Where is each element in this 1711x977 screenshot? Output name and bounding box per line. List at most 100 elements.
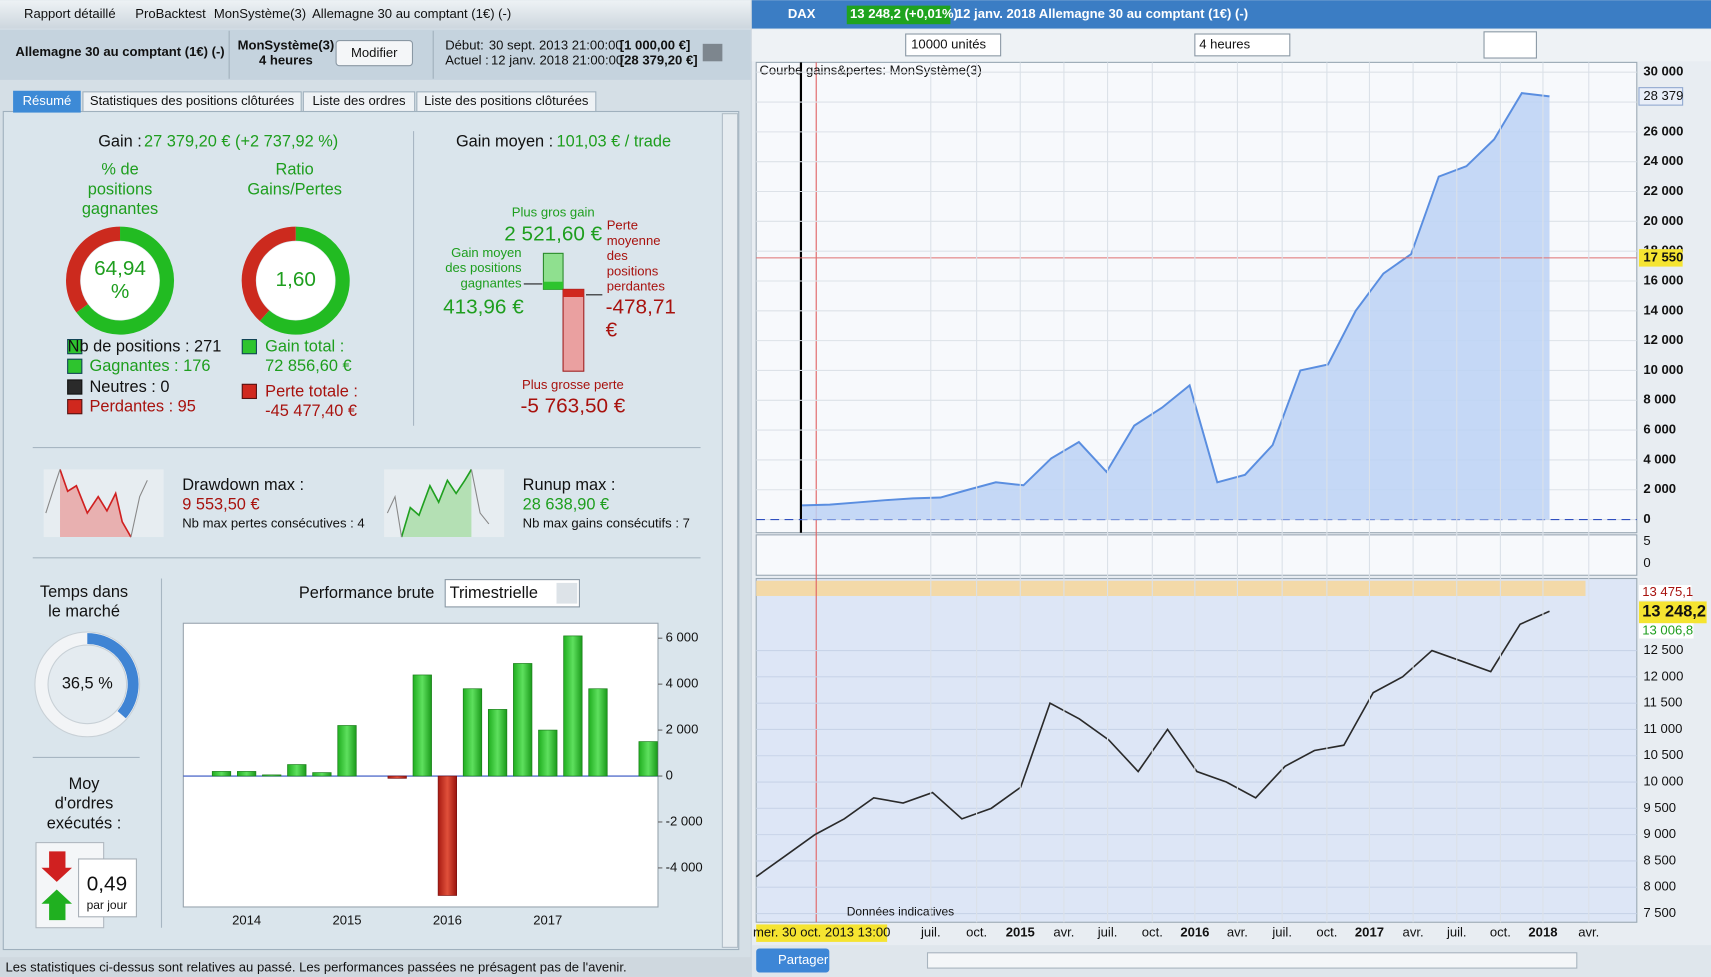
label: 27 379,20 € (+2 737,92 %) [144, 132, 338, 150]
timeframe-dropdown[interactable] [1194, 33, 1291, 57]
y-tick-label: 7 500 [1643, 905, 1676, 920]
window-tab: Allemagne 30 au comptant (1€) (-) [312, 6, 511, 21]
level-label: 17 550 [1643, 249, 1683, 264]
button-label: Modifier [351, 45, 398, 60]
y-tick-label: -4 000 [666, 859, 703, 874]
x-tick-label: 2017 [1355, 925, 1384, 940]
bar [462, 688, 483, 777]
drawdown-sparkline [43, 469, 164, 538]
print-icon[interactable] [702, 43, 723, 62]
label: Runup max : [523, 476, 616, 494]
label: Plus gros gain [512, 204, 595, 219]
y-tick-label: 26 000 [1643, 123, 1683, 138]
y-tick-label: 10 500 [1643, 747, 1683, 762]
y-tick-label: 6 000 [666, 630, 699, 645]
y-tick-label: 4 000 [666, 676, 699, 691]
y-tick-label: -2 000 [666, 813, 703, 828]
bar [487, 709, 508, 777]
bar [312, 772, 332, 777]
label: Perte totale : [265, 382, 358, 400]
runup-sparkline [384, 468, 505, 538]
tab-label: Résumé [23, 93, 72, 108]
tab[interactable] [82, 91, 302, 113]
label: des positions [445, 260, 522, 275]
dropdown-label: Trimestrielle [450, 584, 538, 602]
tab[interactable] [302, 91, 416, 113]
legend-swatch [67, 379, 83, 395]
bar [588, 688, 608, 777]
price-panel [755, 577, 1638, 923]
time-scrollbar[interactable] [926, 952, 1578, 969]
dropdown-button[interactable] [556, 582, 578, 604]
scrollbar[interactable] [721, 113, 739, 948]
label: 36,5 % [62, 675, 113, 693]
quantity-dropdown[interactable] [905, 33, 1002, 57]
donut-bg [256, 241, 335, 320]
share-button[interactable] [756, 948, 830, 973]
label: Actuel : [445, 53, 489, 68]
last-label: 28 379 [1643, 88, 1683, 103]
label: Allemagne 30 au comptant (1€) (-) [15, 44, 224, 59]
x-tick-label: avr. [1227, 925, 1248, 940]
avg-loss-marker [563, 289, 584, 297]
date-tag [756, 924, 888, 942]
bar [237, 771, 257, 777]
low-label: 13 006,8 [1642, 622, 1693, 637]
x-tick-label: juil. [1097, 925, 1118, 940]
label: moyenne [607, 233, 661, 248]
info-strip [756, 580, 1586, 596]
label: positions [88, 180, 153, 198]
x-tick-label: 2016 [1180, 925, 1209, 940]
label: Début: [445, 37, 484, 52]
label: 12 janv. 2018 Allemagne 30 au comptant (… [956, 6, 1248, 21]
bar [387, 775, 407, 779]
y-tick-label: 0 [666, 767, 673, 782]
x-tick-label: juil. [1271, 925, 1292, 940]
y-tick-label: 5 [1643, 533, 1650, 548]
buy-arrow [41, 889, 73, 921]
label: 30 sept. 2013 21:00:00 [489, 37, 623, 52]
label: 28 638,90 € [523, 496, 609, 514]
label: 0,49 [87, 873, 127, 896]
level-tag [1638, 249, 1683, 267]
tab[interactable] [416, 91, 597, 113]
label: 2 521,60 € [504, 222, 602, 245]
legend-swatch [241, 339, 257, 355]
bar [337, 725, 357, 777]
indicator-button[interactable] [1483, 31, 1537, 59]
y-tick-label: 6 000 [1643, 422, 1676, 437]
label: MonSystème(3) [238, 37, 335, 52]
label: Moy [69, 775, 101, 793]
tab-active[interactable] [13, 90, 81, 113]
source: Données indicatives [847, 905, 954, 919]
label: -5 763,50 € [520, 395, 625, 418]
label: 72 856,60 € [265, 357, 351, 375]
y-tick-label: 8 500 [1643, 852, 1676, 867]
x-tick-label: avr. [1053, 925, 1074, 940]
label: [1 000,00 €] [620, 37, 691, 52]
label: -45 477,40 € [265, 402, 357, 420]
y-tick-label: 14 000 [1643, 302, 1683, 317]
bar [513, 663, 533, 777]
y-tick-label: 12 000 [1643, 332, 1683, 347]
label: exécutés : [47, 814, 122, 832]
label: 101,03 € / trade [557, 132, 672, 150]
panel-title: Courbe gains&pertes: MonSystème(3) [759, 63, 981, 78]
label: Gain moyen : [456, 132, 553, 150]
x-tick-label: 2017 [533, 913, 562, 928]
label: 9 553,50 € [182, 496, 259, 514]
x-tick-label: oct. [1316, 925, 1337, 940]
y-tick-label: 9 000 [1643, 826, 1676, 841]
high-tag [1638, 585, 1692, 601]
window-tab: ProBacktest [135, 6, 206, 21]
label: Drawdown max : [182, 476, 304, 494]
legend-swatch [67, 399, 83, 415]
label: 13 248,2 (+0,01%) [850, 6, 958, 21]
y-tick-label: 2 000 [1643, 481, 1676, 496]
bar [563, 635, 583, 777]
legend-swatch [67, 339, 83, 355]
last-price: 13 248,2 [1642, 603, 1706, 621]
bar [287, 764, 307, 777]
label: [28 379,20 €] [620, 53, 698, 68]
modify-button[interactable] [335, 40, 414, 67]
